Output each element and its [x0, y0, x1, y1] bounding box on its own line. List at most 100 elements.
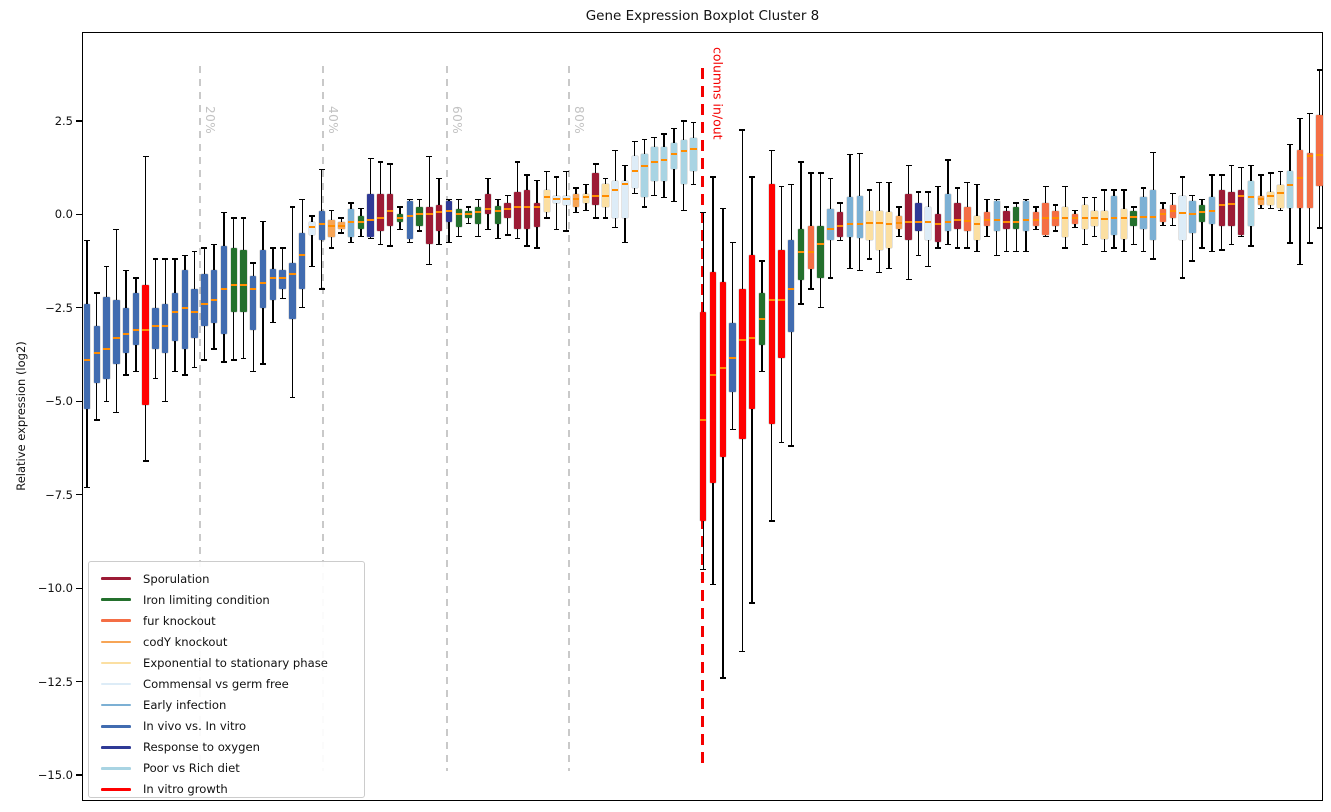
box-rect [504, 203, 511, 219]
whisker-cap-bottom [1003, 250, 1010, 253]
whisker-cap-bottom [279, 297, 286, 300]
whisker-cap-top [710, 176, 716, 178]
box-rect [328, 219, 335, 237]
median-line [269, 276, 277, 279]
whisker-cap-top [573, 187, 579, 189]
whisker-cap-bottom [876, 271, 883, 273]
whisker-cap-bottom [1316, 227, 1323, 229]
median-line [700, 418, 707, 421]
median-line [1032, 218, 1040, 221]
whisker-cap-bottom [827, 277, 834, 279]
whisker-cap-top [788, 183, 795, 186]
median-line [1208, 209, 1216, 212]
whisker-cap-top [406, 198, 413, 201]
legend-swatch-IV [101, 724, 131, 728]
box-rect [827, 208, 834, 241]
whisker-cap-bottom [602, 217, 609, 219]
whisker-cap-bottom [133, 370, 139, 373]
y-tick-label: −5.0 [45, 394, 73, 409]
median-line [788, 288, 795, 291]
box-rect [660, 147, 668, 181]
box-rect [1218, 190, 1225, 226]
box-rect [651, 147, 658, 181]
whisker-cap-bottom [113, 411, 120, 414]
whisker-cap-bottom [1023, 250, 1029, 253]
legend-swatch-IR [101, 598, 131, 601]
box-rect [426, 206, 433, 245]
whisker-cap-top [191, 250, 198, 253]
median-line [885, 222, 893, 225]
y-tick-label: −15.0 [37, 768, 73, 783]
median-line [729, 357, 736, 360]
whisker-cap-bottom [1091, 236, 1098, 238]
box-rect [181, 270, 188, 349]
legend-item-label: fur knockout [143, 613, 216, 628]
whisker-cap-top [739, 129, 746, 131]
whisker-cap-top [152, 258, 159, 260]
median-line [739, 338, 746, 341]
whisker-cap-bottom [622, 241, 628, 244]
legend-item-label: Early infection [143, 698, 227, 713]
box-rect [856, 196, 863, 238]
whisker-cap-top [905, 165, 912, 167]
whisker-cap-top [827, 178, 834, 180]
whisker-line [1005, 206, 1008, 252]
median-line [1296, 177, 1304, 180]
whisker-cap-top [1316, 69, 1323, 71]
box-rect [1101, 210, 1108, 239]
whisker-cap-bottom [896, 236, 902, 238]
whisker-cap-bottom [328, 247, 335, 249]
whisker-cap-top [1023, 198, 1029, 201]
median-line [778, 299, 785, 302]
median-line [1130, 216, 1137, 219]
whisker-cap-bottom [1287, 242, 1294, 244]
whisker-cap-top [338, 217, 345, 219]
whisker-cap-bottom [817, 307, 824, 309]
median-line [367, 218, 374, 221]
box-rect [83, 304, 91, 409]
median-line [83, 359, 91, 362]
whisker-cap-bottom [84, 486, 90, 488]
percent-line [568, 66, 570, 771]
whisker-cap-bottom [514, 237, 521, 240]
whisker-cap-top [768, 150, 775, 152]
median-line [993, 218, 1000, 221]
median-line [1140, 216, 1147, 219]
legend-swatch-CO [101, 640, 131, 644]
median-line [318, 223, 325, 226]
whisker-cap-top [729, 241, 736, 244]
box-rect [191, 289, 198, 338]
median-line [113, 336, 120, 339]
y-tick-label: 0.0 [54, 207, 73, 222]
legend-item-label: Commensal vs germ free [143, 677, 289, 692]
whisker-cap-bottom [700, 568, 707, 571]
y-tick-label: −10.0 [37, 581, 73, 596]
box-rect [416, 206, 423, 226]
whisker-cap-top [289, 206, 296, 208]
median-line [895, 221, 903, 224]
median-line [1071, 217, 1079, 220]
whisker-line [1201, 199, 1203, 248]
whisker-cap-bottom [661, 196, 668, 199]
legend-swatch-VG [101, 788, 131, 791]
whisker-cap-top [984, 198, 990, 201]
whisker-cap-bottom [455, 236, 462, 238]
box-rect [1238, 190, 1245, 235]
whisker-cap-top [954, 187, 961, 189]
median-line [748, 336, 756, 339]
percent-line-label: 40% [326, 106, 340, 135]
whisker-cap-bottom [1267, 208, 1274, 210]
whisker-cap-bottom [485, 228, 491, 230]
box-rect [1003, 210, 1010, 230]
whisker-cap-top [1160, 202, 1166, 204]
legend-item: In vitro growth [101, 779, 364, 800]
box-rect [122, 307, 130, 353]
median-line [1081, 217, 1088, 220]
whisker-cap-bottom [494, 237, 501, 240]
whisker-cap-top [269, 247, 276, 249]
box-rect [289, 262, 296, 319]
median-line [445, 209, 453, 212]
whisker-line [1269, 173, 1272, 209]
y-tick-mark [76, 400, 83, 402]
box-rect [1247, 180, 1255, 226]
